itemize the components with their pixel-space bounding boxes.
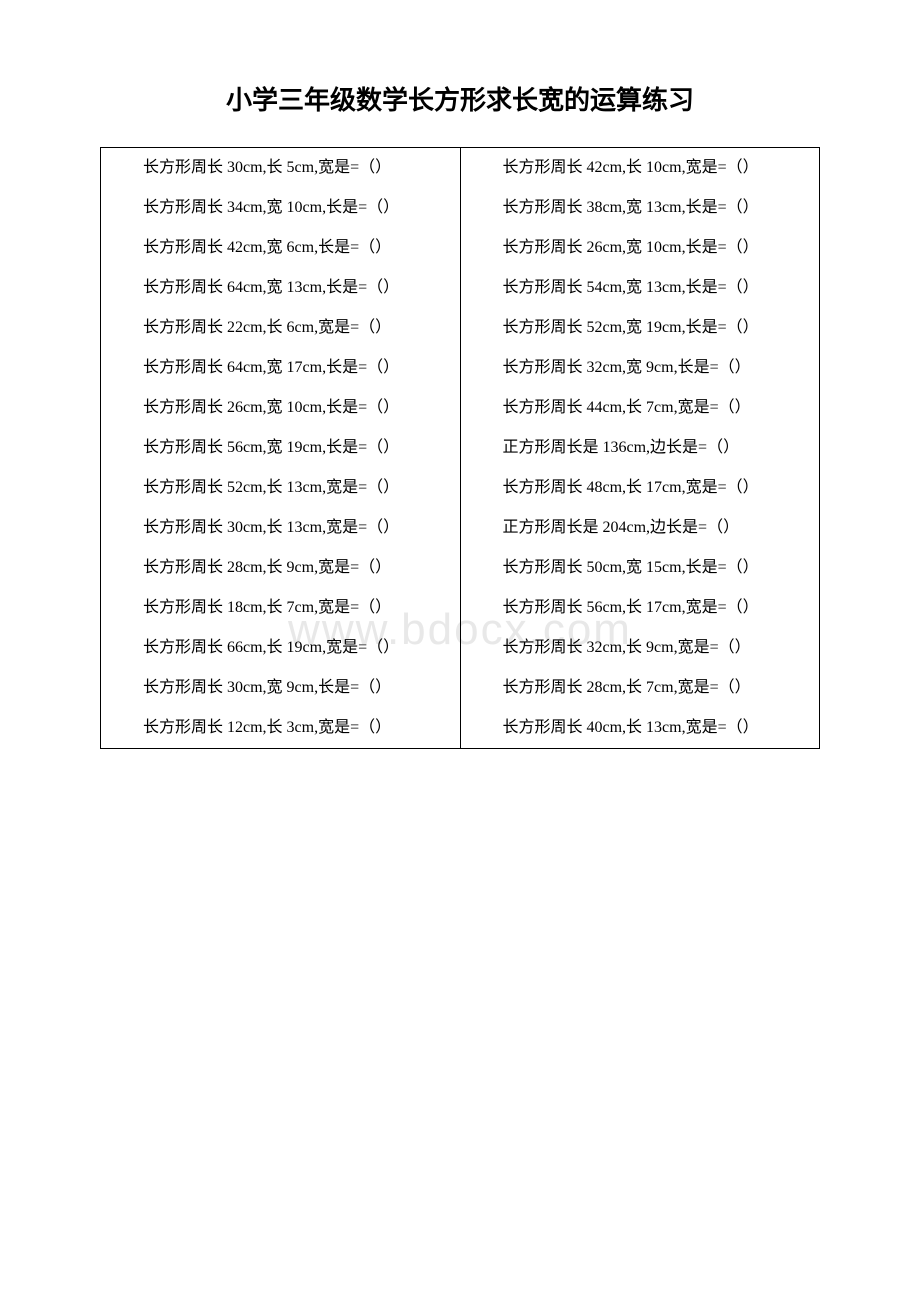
table-row: 长方形周长 64cm,宽 13cm,长是=（） 长方形周长 54cm,宽 13cm…	[101, 268, 820, 308]
problem-cell-right: 长方形周长 54cm,宽 13cm,长是=（）	[460, 268, 820, 308]
problem-text: 长方形周长 28cm,长 9cm,宽是=（）	[111, 556, 450, 580]
problem-text: 长方形周长 42cm,宽 6cm,长是=（）	[111, 236, 450, 260]
problem-text: 长方形周长 40cm,长 13cm,宽是=（）	[471, 716, 810, 740]
problem-cell-left: 长方形周长 18cm,长 7cm,宽是=（）	[101, 588, 461, 628]
table-row: 长方形周长 12cm,长 3cm,宽是=（） 长方形周长 40cm,长 13cm,…	[101, 708, 820, 749]
table-row: 长方形周长 26cm,宽 10cm,长是=（） 长方形周长 44cm,长 7cm,…	[101, 388, 820, 428]
problem-text: 长方形周长 64cm,宽 17cm,长是=（）	[111, 356, 450, 380]
problem-cell-left: 长方形周长 22cm,长 6cm,宽是=（）	[101, 308, 461, 348]
problem-cell-right: 长方形周长 52cm,宽 19cm,长是=（）	[460, 308, 820, 348]
table-row: 长方形周长 22cm,长 6cm,宽是=（） 长方形周长 52cm,宽 19cm,…	[101, 308, 820, 348]
problem-text: 长方形周长 64cm,宽 13cm,长是=（）	[111, 276, 450, 300]
problem-text: 长方形周长 52cm,宽 19cm,长是=（）	[471, 316, 810, 340]
page-title: 小学三年级数学长方形求长宽的运算练习	[100, 80, 820, 117]
problem-text: 长方形周长 42cm,长 10cm,宽是=（）	[471, 156, 810, 180]
table-row: 长方形周长 42cm,宽 6cm,长是=（） 长方形周长 26cm,宽 10cm,…	[101, 228, 820, 268]
problem-cell-right: 长方形周长 40cm,长 13cm,宽是=（）	[460, 708, 820, 749]
table-row: 长方形周长 28cm,长 9cm,宽是=（） 长方形周长 50cm,宽 15cm,…	[101, 548, 820, 588]
table-row: 长方形周长 30cm,长 13cm,宽是=（） 正方形周长是 204cm,边长是=…	[101, 508, 820, 548]
problem-cell-left: 长方形周长 64cm,宽 17cm,长是=（）	[101, 348, 461, 388]
problem-cell-right: 长方形周长 32cm,长 9cm,宽是=（）	[460, 628, 820, 668]
problem-text: 长方形周长 30cm,长 5cm,宽是=（）	[111, 156, 450, 180]
content-layer: 小学三年级数学长方形求长宽的运算练习 长方形周长 30cm,长 5cm,宽是=（…	[100, 80, 820, 749]
problem-cell-left: 长方形周长 30cm,长 13cm,宽是=（）	[101, 508, 461, 548]
problem-text: 长方形周长 30cm,宽 9cm,长是=（）	[111, 676, 450, 700]
table-row: 长方形周长 30cm,宽 9cm,长是=（） 长方形周长 28cm,长 7cm,宽…	[101, 668, 820, 708]
problem-text: 长方形周长 56cm,宽 19cm,长是=（）	[111, 436, 450, 460]
problem-text: 长方形周长 26cm,宽 10cm,长是=（）	[111, 396, 450, 420]
table-row: 长方形周长 64cm,宽 17cm,长是=（） 长方形周长 32cm,宽 9cm,…	[101, 348, 820, 388]
problem-cell-left: 长方形周长 28cm,长 9cm,宽是=（）	[101, 548, 461, 588]
problem-cell-left: 长方形周长 42cm,宽 6cm,长是=（）	[101, 228, 461, 268]
problem-cell-right: 长方形周长 42cm,长 10cm,宽是=（）	[460, 148, 820, 189]
problem-text: 长方形周长 12cm,长 3cm,宽是=（）	[111, 716, 450, 740]
problem-text: 正方形周长是 136cm,边长是=（）	[471, 436, 810, 460]
problem-text: 长方形周长 38cm,宽 13cm,长是=（）	[471, 196, 810, 220]
problem-text: 长方形周长 66cm,长 19cm,宽是=（）	[111, 636, 450, 660]
problem-text: 长方形周长 50cm,宽 15cm,长是=（）	[471, 556, 810, 580]
table-row: 长方形周长 52cm,长 13cm,宽是=（） 长方形周长 48cm,长 17cm…	[101, 468, 820, 508]
problem-cell-left: 长方形周长 52cm,长 13cm,宽是=（）	[101, 468, 461, 508]
problem-cell-right: 正方形周长是 136cm,边长是=（）	[460, 428, 820, 468]
problem-cell-right: 长方形周长 48cm,长 17cm,宽是=（）	[460, 468, 820, 508]
problem-cell-left: 长方形周长 12cm,长 3cm,宽是=（）	[101, 708, 461, 749]
problem-cell-left: 长方形周长 66cm,长 19cm,宽是=（）	[101, 628, 461, 668]
problem-cell-right: 正方形周长是 204cm,边长是=（）	[460, 508, 820, 548]
table-row: 长方形周长 18cm,长 7cm,宽是=（） 长方形周长 56cm,长 17cm,…	[101, 588, 820, 628]
problem-text: 长方形周长 54cm,宽 13cm,长是=（）	[471, 276, 810, 300]
table-row: 长方形周长 30cm,长 5cm,宽是=（） 长方形周长 42cm,长 10cm,…	[101, 148, 820, 189]
problem-text: 长方形周长 32cm,长 9cm,宽是=（）	[471, 636, 810, 660]
problem-text: 长方形周长 18cm,长 7cm,宽是=（）	[111, 596, 450, 620]
problem-text: 长方形周长 26cm,宽 10cm,长是=（）	[471, 236, 810, 260]
problem-cell-left: 长方形周长 26cm,宽 10cm,长是=（）	[101, 388, 461, 428]
problem-cell-left: 长方形周长 30cm,宽 9cm,长是=（）	[101, 668, 461, 708]
table-row: 长方形周长 66cm,长 19cm,宽是=（） 长方形周长 32cm,长 9cm,…	[101, 628, 820, 668]
table-row: 长方形周长 34cm,宽 10cm,长是=（） 长方形周长 38cm,宽 13cm…	[101, 188, 820, 228]
problem-text: 长方形周长 52cm,长 13cm,宽是=（）	[111, 476, 450, 500]
problem-cell-right: 长方形周长 50cm,宽 15cm,长是=（）	[460, 548, 820, 588]
problem-cell-left: 长方形周长 30cm,长 5cm,宽是=（）	[101, 148, 461, 189]
problem-cell-left: 长方形周长 56cm,宽 19cm,长是=（）	[101, 428, 461, 468]
problem-text: 长方形周长 32cm,宽 9cm,长是=（）	[471, 356, 810, 380]
problem-text: 长方形周长 28cm,长 7cm,宽是=（）	[471, 676, 810, 700]
problem-cell-left: 长方形周长 34cm,宽 10cm,长是=（）	[101, 188, 461, 228]
problem-text: 正方形周长是 204cm,边长是=（）	[471, 516, 810, 540]
problem-cell-left: 长方形周长 64cm,宽 13cm,长是=（）	[101, 268, 461, 308]
problem-cell-right: 长方形周长 28cm,长 7cm,宽是=（）	[460, 668, 820, 708]
problem-cell-right: 长方形周长 38cm,宽 13cm,长是=（）	[460, 188, 820, 228]
problem-text: 长方形周长 22cm,长 6cm,宽是=（）	[111, 316, 450, 340]
problem-cell-right: 长方形周长 26cm,宽 10cm,长是=（）	[460, 228, 820, 268]
problem-text: 长方形周长 56cm,长 17cm,宽是=（）	[471, 596, 810, 620]
problem-cell-right: 长方形周长 44cm,长 7cm,宽是=（）	[460, 388, 820, 428]
problem-text: 长方形周长 48cm,长 17cm,宽是=（）	[471, 476, 810, 500]
problem-cell-right: 长方形周长 32cm,宽 9cm,长是=（）	[460, 348, 820, 388]
problem-text: 长方形周长 44cm,长 7cm,宽是=（）	[471, 396, 810, 420]
problem-text: 长方形周长 30cm,长 13cm,宽是=（）	[111, 516, 450, 540]
problem-cell-right: 长方形周长 56cm,长 17cm,宽是=（）	[460, 588, 820, 628]
problem-text: 长方形周长 34cm,宽 10cm,长是=（）	[111, 196, 450, 220]
worksheet-table: 长方形周长 30cm,长 5cm,宽是=（） 长方形周长 42cm,长 10cm,…	[100, 147, 820, 749]
table-row: 长方形周长 56cm,宽 19cm,长是=（） 正方形周长是 136cm,边长是=…	[101, 428, 820, 468]
